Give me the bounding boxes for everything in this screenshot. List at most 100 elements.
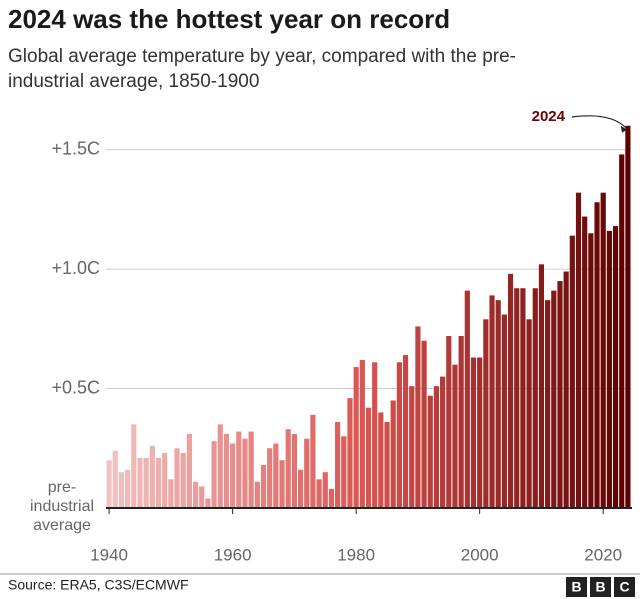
bar (606, 230, 612, 508)
bar (372, 362, 378, 508)
bar (310, 414, 316, 508)
bar (223, 433, 230, 508)
y-tick-label: pre-industrial average (29, 479, 95, 534)
bar (495, 300, 501, 508)
bar (569, 235, 575, 508)
chart-title: 2024 was the hottest year on record (8, 4, 451, 34)
y-tick-label: +1.0C (51, 258, 100, 278)
bar (335, 422, 341, 508)
annotation: 2024 (532, 108, 566, 125)
bar (470, 357, 477, 508)
bar (186, 433, 192, 508)
bar (477, 357, 483, 508)
bar (575, 192, 582, 508)
bar (600, 192, 606, 508)
bar (248, 431, 254, 508)
bar (131, 424, 137, 508)
bar (143, 457, 149, 508)
bar (347, 398, 353, 508)
bar (316, 479, 322, 508)
bar (409, 386, 415, 508)
bar (390, 400, 396, 508)
bar (106, 460, 112, 508)
bar (205, 498, 211, 508)
bar (279, 460, 285, 508)
bar (464, 290, 470, 508)
y-tick-label: +1.5C (51, 138, 100, 158)
bar (452, 364, 458, 508)
logo-letter: B (571, 579, 581, 595)
bar (174, 448, 180, 508)
bar (211, 441, 217, 508)
bar (582, 216, 588, 509)
y-tick-label: +0.5C (51, 377, 100, 397)
bar (563, 271, 569, 508)
bar (501, 314, 507, 508)
arrow-head (620, 125, 627, 133)
bar (273, 443, 279, 508)
bar (118, 472, 125, 508)
bar (137, 457, 143, 508)
bar (415, 326, 421, 508)
bar (168, 479, 174, 508)
bar (588, 233, 594, 508)
chart-subtitle: Global average temperature by year, comp… (8, 46, 516, 92)
bar (112, 450, 118, 508)
bar (322, 472, 328, 508)
bar (242, 438, 248, 508)
bar (291, 433, 297, 508)
x-tick-label: 2020 (584, 545, 622, 564)
logo-box (590, 577, 611, 597)
bar (514, 288, 520, 508)
bar (619, 154, 625, 508)
bar (365, 407, 372, 508)
bar (359, 359, 365, 508)
bar (538, 264, 545, 508)
bar (440, 376, 446, 508)
bar (254, 481, 260, 508)
bar (236, 431, 242, 508)
bar (427, 395, 433, 508)
bar (199, 486, 205, 508)
bar (328, 488, 335, 508)
bar (217, 424, 223, 508)
x-tick-label: 1940 (90, 545, 128, 564)
bar (489, 295, 495, 508)
bar (162, 453, 168, 508)
bar (526, 319, 532, 508)
bar (230, 443, 236, 508)
bar (260, 465, 267, 508)
bar (192, 481, 199, 508)
bar (353, 367, 359, 508)
bar (180, 453, 186, 508)
bar (551, 290, 557, 508)
x-tick-label: 2000 (461, 545, 499, 564)
bar (612, 226, 619, 508)
annotation-arrow (571, 115, 627, 129)
bar (458, 336, 464, 508)
bar (483, 319, 489, 508)
bar (402, 355, 409, 508)
bar (378, 412, 384, 508)
bar (155, 457, 162, 508)
x-tick-label: 1980 (337, 545, 375, 564)
bar (433, 386, 440, 508)
bar (625, 125, 631, 509)
logo-box (614, 577, 635, 597)
bar (532, 288, 538, 508)
source: Source: ERA5, C3S/ECMWF (8, 577, 189, 593)
bar (125, 469, 131, 508)
bar (267, 448, 273, 508)
bar (297, 469, 304, 508)
bar (520, 288, 526, 508)
bar (545, 300, 551, 508)
bar (304, 438, 310, 508)
logo-letter: B (595, 579, 605, 595)
bar (557, 281, 563, 508)
logo-letter: C (619, 579, 629, 595)
bar (384, 422, 390, 508)
bar (149, 445, 155, 508)
x-tick-label: 1960 (214, 545, 252, 564)
